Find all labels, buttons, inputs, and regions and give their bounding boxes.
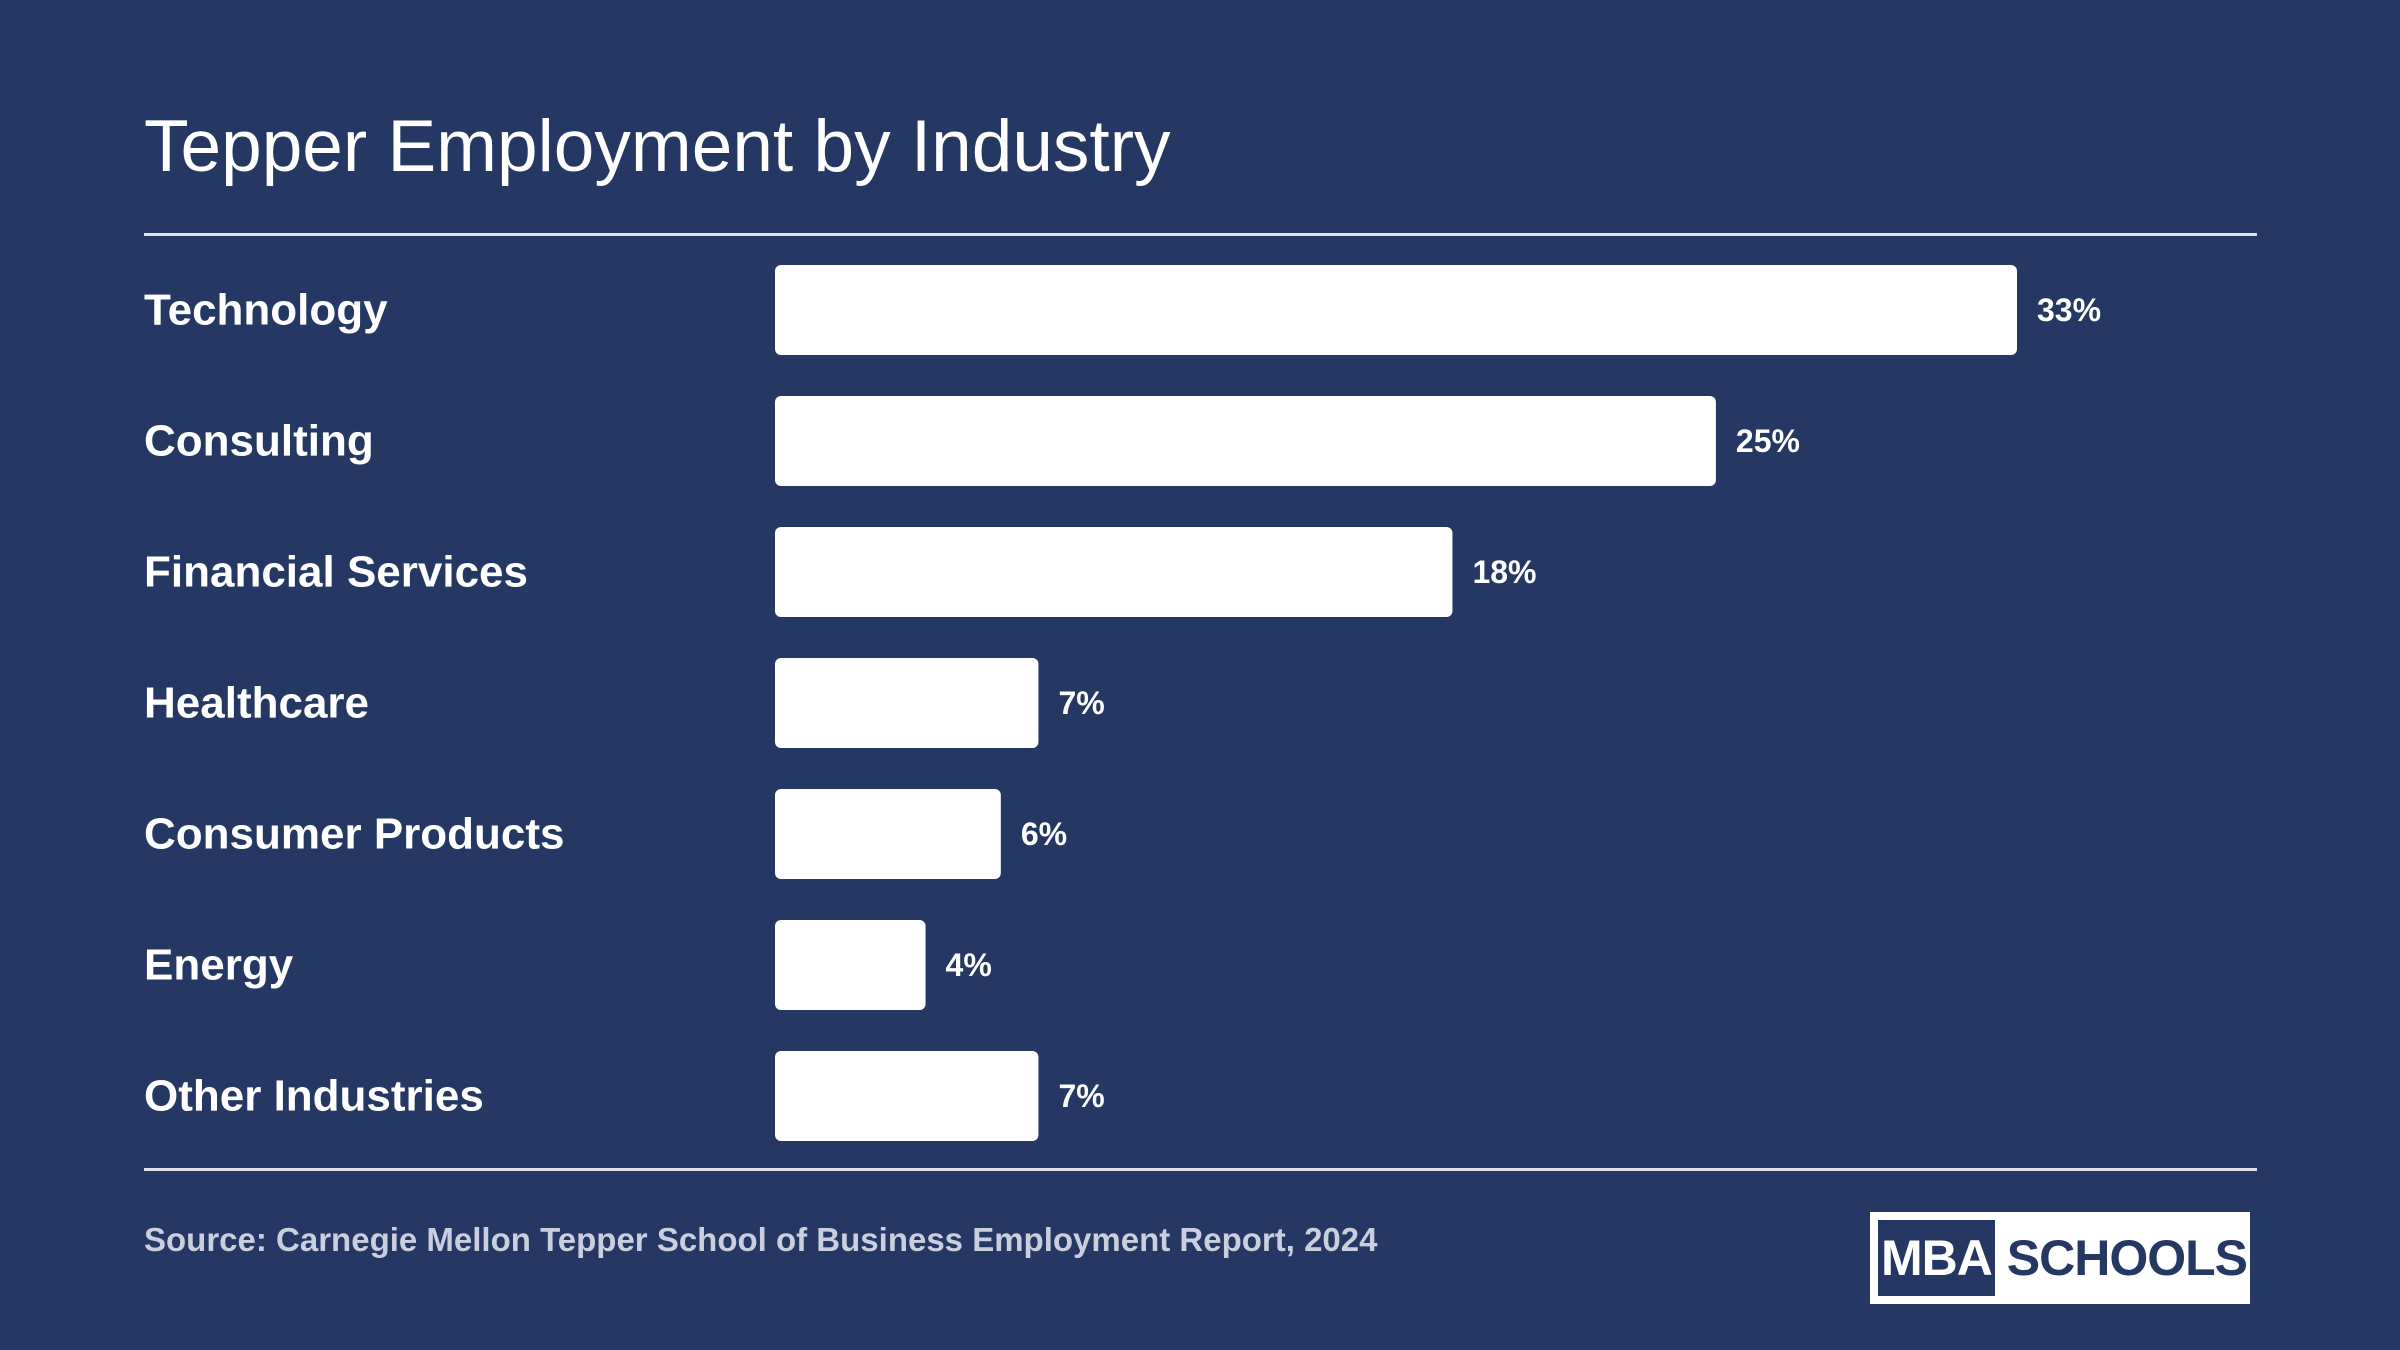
category-label-financial-services: Financial Services	[144, 548, 528, 597]
category-label-other-industries: Other Industries	[144, 1072, 484, 1121]
category-label-energy: Energy	[144, 941, 294, 990]
top-divider	[144, 233, 2257, 236]
value-label-other-industries: 7%	[1058, 1078, 1104, 1114]
category-label-technology: Technology	[144, 286, 388, 335]
category-label-consumer-products: Consumer Products	[144, 810, 565, 859]
chart-title: Tepper Employment by Industry	[144, 106, 1171, 187]
bar-consulting	[775, 396, 1716, 486]
logo-schools-text: SCHOOLS	[2006, 1230, 2248, 1286]
bar-healthcare	[775, 658, 1039, 748]
source-note: Source: Carnegie Mellon Tepper School of…	[144, 1221, 1378, 1258]
bar-consumer-products	[775, 789, 1001, 879]
value-label-financial-services: 18%	[1472, 554, 1536, 590]
value-label-energy: 4%	[946, 947, 992, 983]
category-label-healthcare: Healthcare	[144, 679, 369, 728]
value-label-consulting: 25%	[1736, 423, 1800, 459]
bottom-divider	[144, 1168, 2257, 1171]
bar-financial-services	[775, 527, 1453, 617]
logo-mba-text: MBA	[1878, 1220, 1995, 1296]
value-label-consumer-products: 6%	[1021, 816, 1067, 852]
value-label-technology: 33%	[2037, 292, 2101, 328]
category-label-consulting: Consulting	[144, 417, 374, 466]
mba-schools-logo: MBA SCHOOLS	[1870, 1212, 2250, 1304]
bar-technology	[775, 265, 2017, 355]
bar-other-industries	[775, 1051, 1039, 1141]
bar-energy	[775, 920, 926, 1010]
value-label-healthcare: 7%	[1058, 685, 1104, 721]
